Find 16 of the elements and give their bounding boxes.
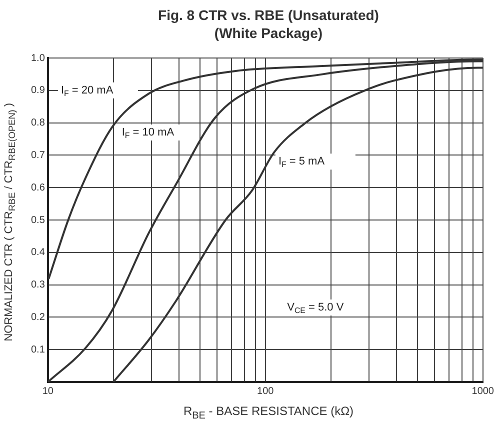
x-tick-label: 1000 — [472, 386, 494, 397]
y-tick-label: 0.1 — [30, 344, 46, 356]
x-tick-label: 10 — [42, 386, 54, 397]
y-tick-label: 0.9 — [30, 85, 46, 96]
y-tick-label: 0.5 — [30, 214, 46, 226]
chart-subtitle: (White Package) — [213, 24, 324, 42]
y-tick-label: 0.8 — [30, 118, 46, 129]
y-tick-label: 1.0 — [30, 52, 46, 64]
x-axis-title: R$_{BE}$ - BASE RESISTANCE (kΩ) — [182, 404, 355, 422]
y-tick-label: 0.6 — [30, 182, 46, 194]
y-tick-label: 0.4 — [30, 247, 46, 258]
chart-title: Fig. 8 CTR vs. RBE (Unsaturated) — [157, 6, 380, 24]
y-tick-label: 0.2 — [30, 312, 46, 323]
y-tick-label: 0.7 — [30, 150, 46, 161]
y-tick-label: 0.3 — [30, 280, 46, 291]
x-tick-label: 100 — [257, 386, 274, 397]
